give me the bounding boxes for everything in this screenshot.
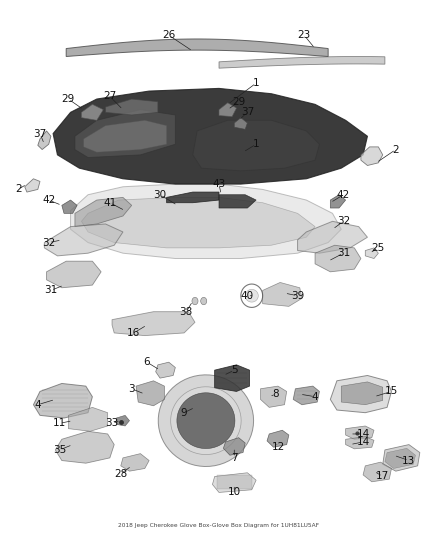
Polygon shape	[177, 393, 235, 449]
Polygon shape	[315, 245, 361, 272]
Polygon shape	[121, 454, 149, 471]
Text: 11: 11	[53, 418, 66, 429]
Text: 2: 2	[15, 184, 21, 195]
Polygon shape	[341, 382, 383, 405]
Text: 39: 39	[291, 290, 304, 301]
Polygon shape	[66, 39, 328, 56]
Text: 7: 7	[231, 453, 237, 463]
Text: 29: 29	[232, 96, 245, 107]
Polygon shape	[263, 282, 302, 306]
Text: 28: 28	[114, 469, 127, 479]
Polygon shape	[346, 437, 374, 449]
Text: 37: 37	[33, 128, 46, 139]
Polygon shape	[219, 56, 385, 68]
Polygon shape	[155, 362, 175, 378]
Polygon shape	[212, 473, 256, 492]
Text: 30: 30	[153, 190, 166, 200]
Text: 6: 6	[144, 357, 150, 367]
Text: 29: 29	[62, 94, 75, 104]
Polygon shape	[361, 147, 383, 165]
Text: 13: 13	[402, 456, 416, 465]
Polygon shape	[330, 195, 346, 208]
Text: 27: 27	[103, 91, 117, 101]
Text: 40: 40	[241, 290, 254, 301]
Polygon shape	[223, 438, 245, 455]
Text: 17: 17	[376, 472, 389, 481]
Text: 43: 43	[212, 179, 226, 189]
Polygon shape	[46, 261, 101, 288]
Polygon shape	[365, 248, 378, 259]
Text: 4: 4	[35, 400, 41, 410]
Polygon shape	[75, 197, 132, 227]
Polygon shape	[158, 375, 254, 466]
Text: 31: 31	[44, 286, 57, 295]
Polygon shape	[219, 103, 237, 117]
Text: 41: 41	[103, 198, 117, 208]
Polygon shape	[81, 197, 315, 248]
Text: 15: 15	[385, 386, 398, 397]
Text: 3: 3	[128, 384, 135, 394]
Polygon shape	[44, 224, 123, 256]
Polygon shape	[363, 462, 392, 482]
Polygon shape	[234, 118, 247, 130]
Polygon shape	[383, 445, 420, 471]
Polygon shape	[55, 431, 114, 463]
Polygon shape	[267, 430, 289, 447]
Text: 10: 10	[228, 488, 241, 497]
Polygon shape	[192, 297, 198, 305]
Polygon shape	[106, 99, 158, 115]
Text: 2: 2	[392, 144, 399, 155]
Polygon shape	[297, 221, 367, 253]
Text: 1: 1	[253, 78, 259, 88]
Polygon shape	[293, 386, 319, 405]
Polygon shape	[136, 381, 164, 406]
Text: 9: 9	[181, 408, 187, 418]
Polygon shape	[75, 110, 175, 158]
Polygon shape	[261, 386, 287, 407]
Polygon shape	[193, 120, 319, 171]
Text: 38: 38	[180, 306, 193, 317]
Polygon shape	[171, 387, 241, 455]
Polygon shape	[62, 200, 77, 213]
Text: 42: 42	[42, 195, 55, 205]
Text: 5: 5	[231, 365, 237, 375]
Text: 26: 26	[162, 30, 175, 41]
Text: 14: 14	[357, 437, 370, 447]
Polygon shape	[112, 312, 195, 336]
Polygon shape	[385, 448, 416, 469]
Text: 2018 Jeep Cherokee Glove Box-Glove Box Diagram for 1UH81LU5AF: 2018 Jeep Cherokee Glove Box-Glove Box D…	[119, 523, 319, 528]
Text: 1: 1	[253, 139, 259, 149]
Text: 37: 37	[241, 107, 254, 117]
Polygon shape	[71, 184, 341, 259]
Text: 33: 33	[106, 418, 119, 429]
Text: 12: 12	[271, 442, 285, 452]
Text: 31: 31	[337, 248, 350, 258]
Text: 14: 14	[357, 429, 370, 439]
Polygon shape	[25, 179, 40, 192]
Text: 4: 4	[312, 392, 318, 402]
Polygon shape	[330, 375, 392, 413]
Polygon shape	[201, 297, 207, 305]
Polygon shape	[33, 383, 92, 418]
Polygon shape	[117, 415, 130, 426]
Polygon shape	[84, 120, 166, 152]
Text: 25: 25	[372, 243, 385, 253]
Text: 32: 32	[42, 238, 55, 247]
Text: 16: 16	[127, 328, 141, 338]
Polygon shape	[215, 365, 250, 391]
Polygon shape	[217, 475, 252, 489]
Text: 35: 35	[53, 445, 66, 455]
Polygon shape	[245, 289, 258, 302]
Polygon shape	[38, 131, 51, 150]
Polygon shape	[166, 192, 219, 203]
Polygon shape	[53, 88, 367, 184]
Polygon shape	[81, 104, 103, 120]
Text: 23: 23	[297, 30, 311, 41]
Text: 42: 42	[337, 190, 350, 200]
Polygon shape	[68, 407, 108, 431]
Polygon shape	[219, 195, 256, 208]
Text: 32: 32	[337, 216, 350, 227]
Text: 8: 8	[272, 389, 279, 399]
Polygon shape	[346, 426, 374, 439]
